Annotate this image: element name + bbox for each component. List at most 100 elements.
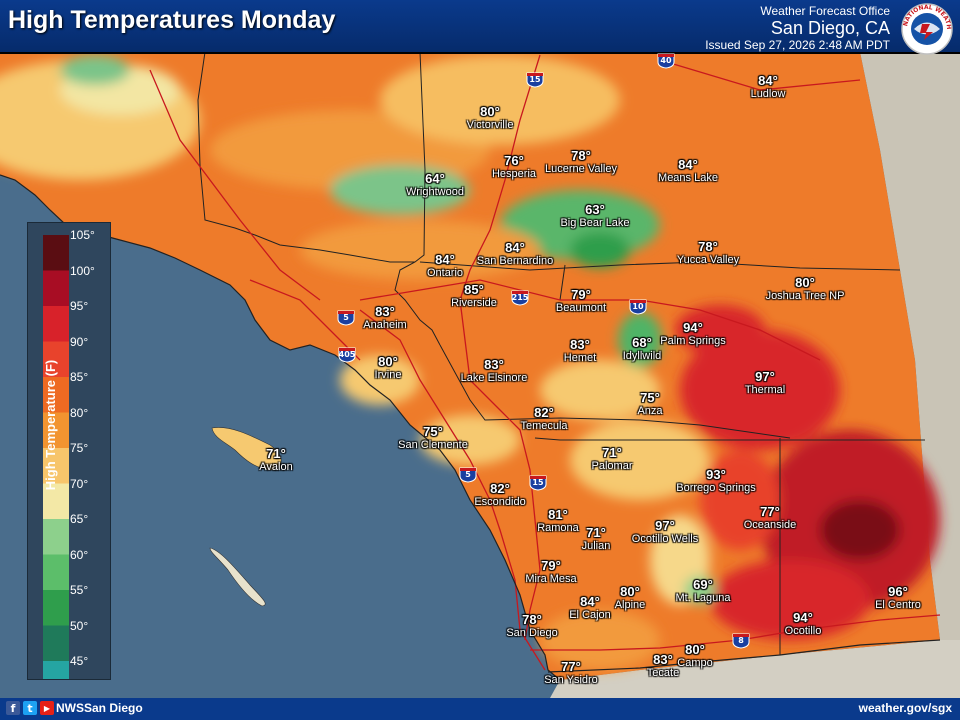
interstate-shield-icon: 40 [657, 53, 675, 69]
legend-tick-label: 85° [70, 370, 89, 384]
roads [149, 54, 941, 671]
terrain-east [780, 52, 960, 698]
city-name: Irvine [374, 369, 402, 381]
city-name: Palomar [591, 460, 633, 472]
city-temperature: 79° [541, 558, 561, 573]
city-temperature: 64° [425, 171, 445, 186]
youtube-icon[interactable]: ▶ [40, 701, 54, 715]
city-label: 83° Hemet [564, 337, 596, 365]
city-label: 94° Ocotillo [785, 610, 822, 638]
legend-swatch [43, 519, 69, 555]
temperature-fill [0, 55, 940, 670]
office-info: Weather Forecast Office San Diego, CA Is… [705, 4, 890, 52]
city-temperature: 84° [505, 240, 525, 255]
city-temperature: 85° [464, 282, 484, 297]
interstate-shield-icon: 8 [732, 633, 750, 649]
twitter-icon[interactable]: t [23, 701, 37, 715]
city-label: 84° San Bernardino [477, 240, 553, 268]
interstate-shield-icon: 405 [338, 347, 356, 363]
city-temperature: 69° [693, 577, 713, 592]
city-name: Tecate [646, 667, 680, 679]
city-temperature: 63° [585, 202, 605, 217]
header-bar: High Temperatures Monday Weather Forecas… [0, 0, 960, 55]
city-temperature: 80° [795, 275, 815, 290]
footer-bar: f t ▶ NWSSan Diego weather.gov/sgx [0, 698, 960, 720]
city-temperature: 83° [653, 652, 673, 667]
facebook-icon[interactable]: f [6, 701, 20, 715]
city-name: Alpine [614, 599, 646, 611]
city-label: 80° Irvine [375, 354, 402, 382]
legend-swatch [43, 412, 69, 448]
city-temperature: 81° [548, 507, 568, 522]
city-temperature: 78° [698, 239, 718, 254]
city-name: Ocotillo [784, 625, 822, 637]
city-name: San Diego [506, 627, 558, 639]
city-label: 94° Palm Springs [660, 320, 725, 348]
interstate-shield-icon: 15 [526, 72, 544, 88]
interstate-number: 8 [738, 636, 744, 645]
city-name: Mt. Laguna [675, 592, 731, 604]
san-clemente-island [209, 547, 266, 607]
city-name: Ramona [537, 522, 579, 534]
city-temperature: 83° [570, 337, 590, 352]
city-label: 83° Anaheim [363, 304, 406, 332]
city-name: Means Lake [658, 172, 718, 184]
website-link[interactable]: weather.gov/sgx [858, 701, 952, 715]
legend-tick-label: 95° [70, 299, 89, 313]
city-label: 63° Big Bear Lake [560, 202, 629, 230]
legend-tick-label: 50° [70, 618, 89, 633]
city-name: Ontario [426, 267, 464, 279]
city-name: Lake Elsinore [460, 372, 528, 384]
legend-swatch [43, 554, 69, 590]
interstate-number: 215 [511, 293, 529, 302]
legend-tick-label: 55° [70, 583, 89, 597]
city-name: San Bernardino [476, 255, 554, 267]
city-label: 79° Beaumont [556, 287, 606, 315]
interstate-shield-icon: 5 [459, 467, 477, 483]
city-name: Beaumont [555, 302, 607, 314]
interstate-number: 405 [338, 350, 356, 359]
city-label: 71° Avalon [259, 446, 292, 474]
city-label: 96° El Centro [875, 584, 921, 612]
city-temperature: 84° [678, 157, 698, 172]
legend-swatch [43, 341, 69, 377]
city-name: Avalon [259, 461, 293, 473]
social-handle[interactable]: NWSSan Diego [56, 701, 143, 715]
city-temperature: 78° [522, 612, 542, 627]
city-name: Wrightwood [406, 186, 464, 198]
city-label: 80° Victorville [467, 104, 514, 132]
city-label: 83° Lake Elsinore [461, 357, 528, 385]
city-name: Julian [581, 540, 611, 552]
city-name: Big Bear Lake [560, 217, 630, 229]
legend-swatch [43, 590, 69, 626]
legend-tick-label: 105° [70, 228, 95, 242]
city-label: 75° San Clemente [398, 424, 468, 452]
city-temperature: 71° [266, 446, 286, 461]
city-temperature: 80° [685, 642, 705, 657]
office-label: Weather Forecast Office [760, 4, 890, 18]
city-name: Anaheim [363, 319, 407, 331]
city-label: 75° Anza [637, 390, 662, 418]
city-label: 68° Idyllwild [623, 335, 662, 363]
city-name: Joshua Tree NP [765, 290, 845, 302]
city-temperature: 84° [580, 594, 600, 609]
issued-time: Issued Sep 27, 2026 2:48 AM PDT [705, 38, 890, 52]
city-temperature: 83° [484, 357, 504, 372]
city-temperature: 94° [683, 320, 703, 335]
city-name: Ocotillo Wells [631, 533, 699, 545]
city-temperature: 96° [888, 584, 908, 599]
city-name: San Ysidro [544, 674, 598, 686]
legend-tick-label: 60° [70, 547, 89, 562]
city-label: 84° El Cajon [569, 594, 611, 622]
city-temperature: 77° [760, 504, 780, 519]
legend-swatch [43, 235, 69, 271]
city-name: Idyllwild [622, 350, 662, 362]
city-temperature: 82° [534, 405, 554, 420]
city-name: Mira Mesa [525, 573, 577, 585]
city-label: 85° Riverside [451, 282, 497, 310]
interstate-shield-icon: 215 [511, 290, 529, 306]
city-label: 84° Ontario [427, 252, 463, 280]
city-name: Yucca Valley [676, 254, 740, 266]
city-name: Hemet [563, 352, 597, 364]
